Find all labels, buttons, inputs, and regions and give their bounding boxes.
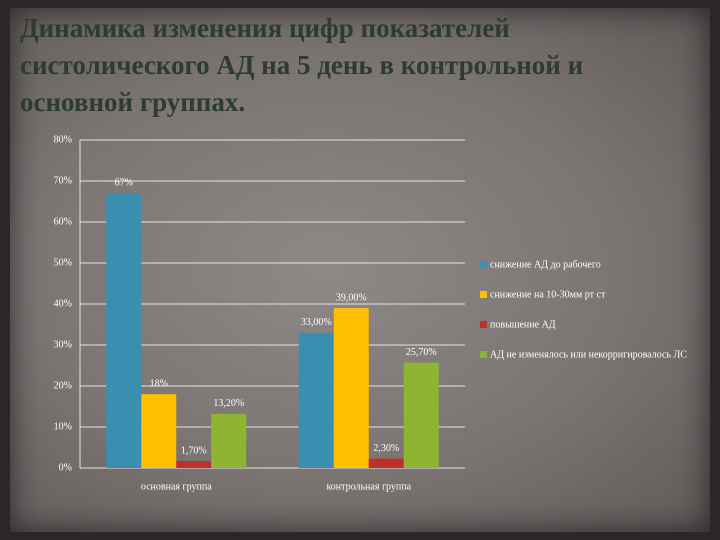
y-tick-label: 70%: [54, 175, 72, 186]
value-label: 25,70%: [406, 347, 437, 358]
x-tick-label: контрольная группа: [326, 481, 411, 492]
legend-label: повышение АД: [490, 319, 556, 330]
chart-title: Динамика изменения цифр показателей сист…: [20, 13, 584, 117]
y-tick-label: 80%: [54, 134, 72, 145]
bar: [141, 394, 177, 468]
y-tick-label: 0%: [59, 462, 72, 473]
bar: [298, 332, 334, 468]
legend-label: снижение АД до рабочего: [490, 259, 601, 270]
bar: [211, 413, 247, 468]
y-tick-label: 30%: [54, 339, 72, 350]
y-tick-label: 10%: [54, 421, 72, 432]
legend-swatch: [480, 321, 487, 328]
legend-label: АД не изменялось или некорригировалось Л…: [490, 349, 687, 360]
legend-swatch: [480, 351, 487, 358]
bar: [176, 461, 212, 468]
value-label: 18%: [150, 378, 168, 389]
bar: [403, 362, 439, 468]
legend-swatch: [480, 291, 487, 298]
y-tick-label: 50%: [54, 257, 72, 268]
bar: [106, 193, 142, 469]
x-tick-label: основная группа: [141, 481, 212, 492]
y-tick-label: 60%: [54, 216, 72, 227]
legend-label: снижение на 10-30мм рт ст: [490, 289, 606, 300]
value-label: 1,70%: [181, 445, 207, 456]
bar: [333, 308, 369, 468]
value-label: 33,00%: [301, 317, 332, 328]
value-label: 13,20%: [213, 398, 244, 409]
legend-swatch: [480, 261, 487, 268]
y-tick-label: 20%: [54, 380, 72, 391]
value-label: 2,30%: [373, 443, 399, 454]
bar: [368, 458, 404, 468]
value-label: 67%: [115, 178, 133, 189]
y-tick-label: 40%: [54, 298, 72, 309]
value-label: 39,00%: [336, 292, 367, 303]
